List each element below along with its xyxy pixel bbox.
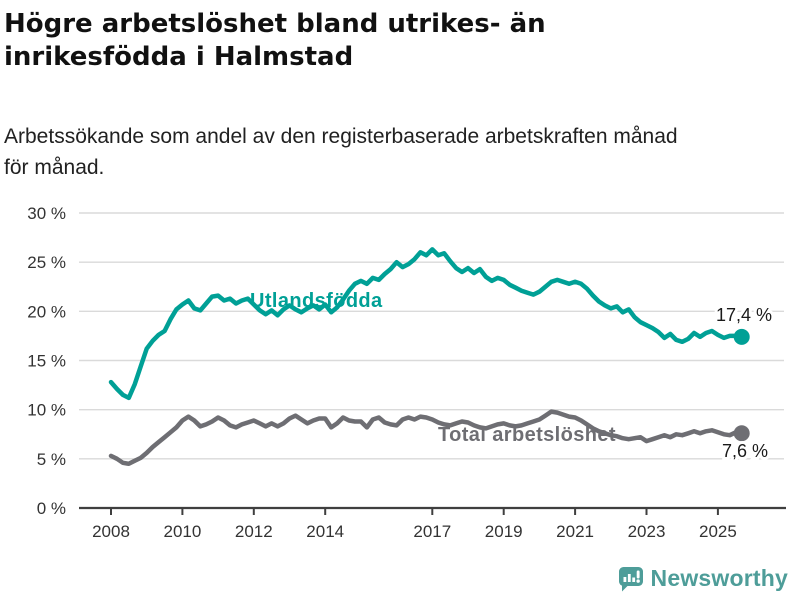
newsworthy-wordmark: Newsworthy — [650, 565, 788, 591]
x-tick-label-2025: 2025 — [699, 522, 737, 541]
x-tick-label-2023: 2023 — [628, 522, 666, 541]
series-line-0 — [108, 247, 744, 401]
series-label-1: Total arbetslöshet — [438, 424, 616, 446]
series-end-value-label-0: 17,4 % — [716, 305, 772, 325]
y-tick-label-5: 5 % — [37, 450, 66, 469]
series-lines — [108, 247, 744, 467]
x-tick-label-2008: 2008 — [92, 522, 130, 541]
page-subtitle-line-2: för månad. — [4, 156, 105, 179]
page-title-line-2: inrikesfödda i Halmstad — [4, 42, 354, 72]
y-tick-label-25: 25 % — [27, 253, 66, 272]
series-end-markers: 17,4 % 7,6 % — [713, 302, 775, 464]
x-tick-label-2010: 2010 — [163, 522, 201, 541]
x-axis: 2008 2010 2012 2014 2017 2019 2021 2023 2025 — [79, 506, 786, 541]
y-axis-labels: 0 % 5 % 10 % 15 % 20 % 25 % 30 % — [27, 204, 66, 518]
x-tick-label-2012: 2012 — [235, 522, 273, 541]
newsworthy-logo: Newsworthy — [618, 565, 788, 592]
series-end-value-label-1: 7,6 % — [722, 441, 768, 461]
y-tick-label-10: 10 % — [27, 401, 66, 420]
series-line-1 — [108, 409, 744, 467]
x-tick-label-2019: 2019 — [485, 522, 523, 541]
y-tick-label-30: 30 % — [27, 204, 66, 223]
y-tick-label-20: 20 % — [27, 302, 66, 321]
page-title-line-1: Högre arbetslöshet bland utrikes- än — [4, 9, 546, 39]
page-subtitle: Arbetssökande som andel av den registerb… — [4, 121, 796, 183]
x-tick-label-2014: 2014 — [306, 522, 344, 541]
y-tick-label-0: 0 % — [37, 499, 66, 518]
series-end-dot-0 — [733, 328, 750, 345]
series-label-0: Utlandsfödda — [250, 290, 383, 312]
series-name-labels: Utlandsfödda Total arbetslöshet — [250, 290, 616, 446]
y-tick-label-15: 15 % — [27, 352, 66, 371]
x-tick-label-2017: 2017 — [413, 522, 451, 541]
page-title: Högre arbetslöshet bland utrikes- än inr… — [4, 8, 784, 74]
page-subtitle-line-1: Arbetssökande som andel av den registerb… — [4, 125, 678, 148]
x-tick-label-2021: 2021 — [556, 522, 594, 541]
series-end-dot-1 — [733, 425, 750, 442]
newsworthy-bubble-barchart-icon — [618, 566, 643, 591]
